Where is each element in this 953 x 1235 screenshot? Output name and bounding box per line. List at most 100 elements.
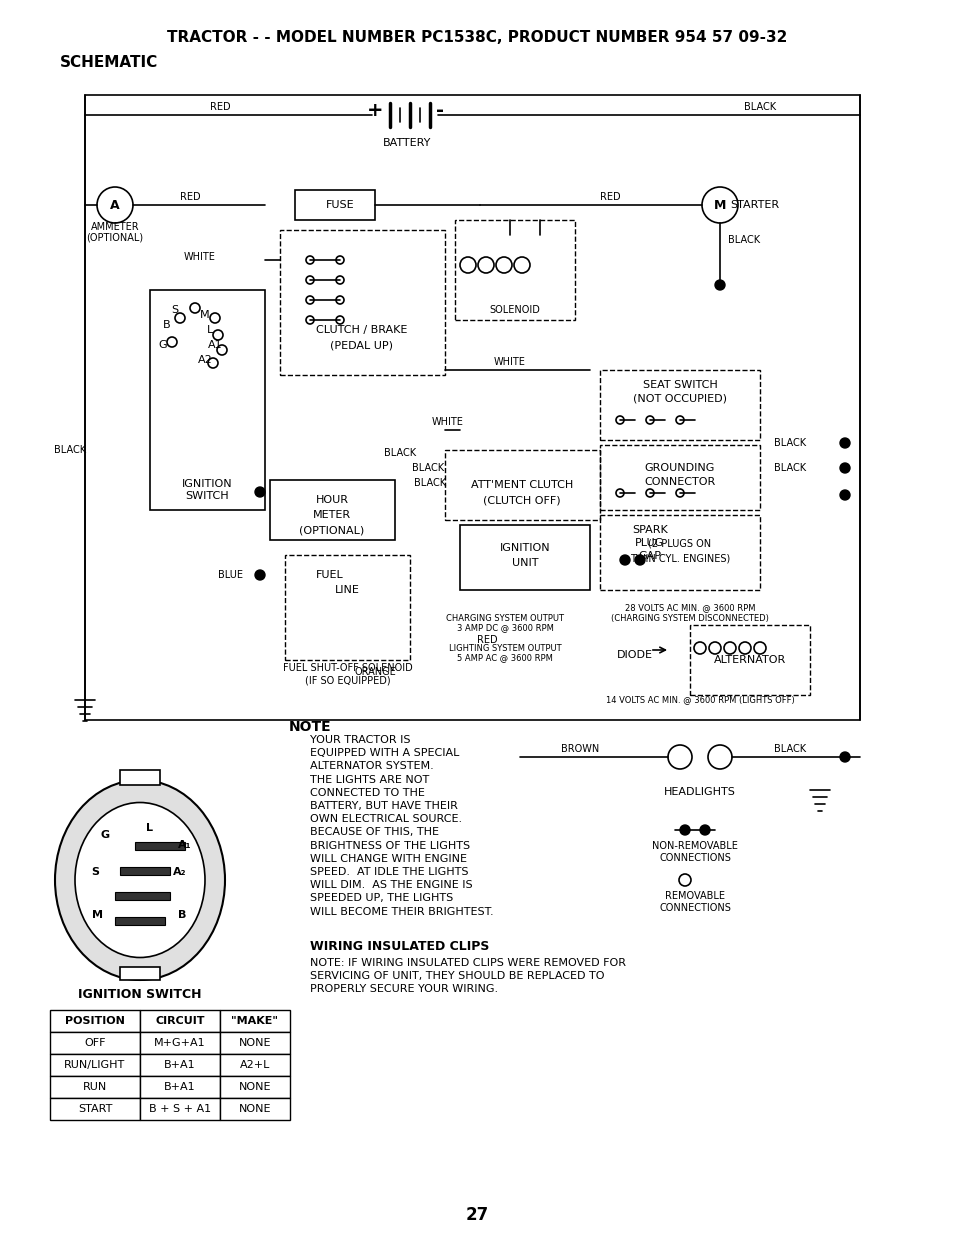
Bar [85, 95, 859, 720]
Text: NONE: NONE [238, 1037, 271, 1049]
Circle shape [700, 825, 709, 835]
Bar [294, 190, 375, 220]
Text: FUSE: FUSE [325, 200, 354, 210]
Circle shape [335, 256, 344, 264]
Text: M+G+A1: M+G+A1 [154, 1037, 206, 1049]
Text: 28 VOLTS AC MIN. @ 3600 RPM: 28 VOLTS AC MIN. @ 3600 RPM [624, 604, 755, 613]
Bar [270, 480, 395, 540]
Bar [140, 1010, 220, 1032]
Circle shape [210, 312, 220, 324]
Text: NON-REMOVABLE
CONNECTIONS: NON-REMOVABLE CONNECTIONS [652, 841, 738, 863]
Text: AMMETER: AMMETER [91, 222, 139, 232]
Text: RUN: RUN [83, 1082, 107, 1092]
Circle shape [840, 463, 849, 473]
Text: (2 PLUGS ON: (2 PLUGS ON [648, 538, 711, 548]
Circle shape [701, 186, 738, 224]
Text: TWIN CYL. ENGINES): TWIN CYL. ENGINES) [629, 553, 729, 563]
Bar [140, 1076, 220, 1098]
Text: (NOT OCCUPIED): (NOT OCCUPIED) [633, 393, 726, 403]
Bar [220, 1098, 290, 1120]
Bar [444, 450, 599, 520]
Text: B: B [177, 910, 186, 920]
Bar [115, 892, 170, 900]
Text: ATT'MENT CLUTCH: ATT'MENT CLUTCH [471, 480, 573, 490]
Text: NOTE: IF WIRING INSULATED CLIPS WERE REMOVED FOR
SERVICING OF UNIT, THEY SHOULD : NOTE: IF WIRING INSULATED CLIPS WERE REM… [310, 958, 625, 994]
Circle shape [174, 312, 185, 324]
Text: HOUR: HOUR [315, 495, 348, 505]
Circle shape [306, 296, 314, 304]
Circle shape [679, 825, 689, 835]
Text: B + S + A1: B + S + A1 [149, 1104, 211, 1114]
Circle shape [723, 642, 735, 655]
Ellipse shape [75, 803, 205, 957]
Circle shape [208, 358, 218, 368]
Text: BLACK: BLACK [54, 445, 86, 454]
Text: TRACTOR - - MODEL NUMBER PC1538C, PRODUCT NUMBER 954 57 09-32: TRACTOR - - MODEL NUMBER PC1538C, PRODUC… [167, 30, 786, 44]
Text: L: L [147, 823, 153, 832]
Text: G: G [158, 340, 167, 350]
Circle shape [97, 186, 132, 224]
Circle shape [254, 571, 265, 580]
Bar [120, 769, 160, 785]
Text: SEAT SWITCH: SEAT SWITCH [642, 380, 717, 390]
Text: B: B [163, 320, 171, 330]
Circle shape [667, 745, 691, 769]
Text: IGNITION: IGNITION [499, 543, 550, 553]
Text: +: + [366, 100, 383, 120]
Text: UNIT: UNIT [511, 558, 537, 568]
Text: L: L [207, 325, 213, 335]
Text: BLACK: BLACK [383, 448, 416, 458]
Circle shape [477, 257, 494, 273]
Text: ORANGE: ORANGE [354, 667, 395, 677]
Text: (CHARGING SYSTEM DISCONNECTED): (CHARGING SYSTEM DISCONNECTED) [611, 614, 768, 622]
Text: PLUG: PLUG [635, 538, 664, 548]
Text: NOTE: NOTE [289, 720, 331, 734]
Circle shape [254, 487, 265, 496]
Bar [115, 918, 165, 925]
Circle shape [306, 256, 314, 264]
Text: IGNITION
SWITCH: IGNITION SWITCH [181, 479, 233, 501]
Bar [599, 370, 760, 440]
Bar [455, 220, 575, 320]
Bar [285, 555, 410, 659]
Text: A2: A2 [197, 354, 213, 366]
Text: GAP: GAP [638, 551, 660, 561]
Text: A1: A1 [208, 340, 222, 350]
Circle shape [306, 275, 314, 284]
Bar [150, 290, 265, 510]
Text: POSITION: POSITION [65, 1016, 125, 1026]
Text: GROUNDING: GROUNDING [644, 463, 715, 473]
Bar [135, 842, 185, 850]
Text: M: M [200, 310, 210, 320]
Bar [599, 445, 760, 510]
Text: (IF SO EQUIPPED): (IF SO EQUIPPED) [305, 676, 391, 685]
Text: BLUE: BLUE [218, 571, 243, 580]
Circle shape [216, 345, 227, 354]
Text: B+A1: B+A1 [164, 1060, 195, 1070]
Bar [220, 1032, 290, 1053]
Text: 3 AMP DC @ 3600 RPM: 3 AMP DC @ 3600 RPM [456, 624, 553, 632]
Circle shape [707, 745, 731, 769]
Circle shape [635, 555, 644, 564]
Text: DIODE: DIODE [617, 650, 652, 659]
Bar [599, 515, 760, 590]
Bar [140, 1098, 220, 1120]
Bar [459, 525, 589, 590]
Circle shape [840, 438, 849, 448]
Circle shape [840, 490, 849, 500]
Text: BLACK: BLACK [773, 438, 805, 448]
Circle shape [676, 489, 683, 496]
Circle shape [619, 555, 629, 564]
Text: S: S [91, 867, 99, 877]
Circle shape [306, 316, 314, 324]
Circle shape [335, 296, 344, 304]
Text: (OPTIONAL): (OPTIONAL) [87, 232, 143, 242]
Text: A: A [111, 199, 120, 211]
Circle shape [459, 257, 476, 273]
Circle shape [714, 280, 724, 290]
Text: WHITE: WHITE [432, 417, 463, 427]
Text: G: G [100, 830, 110, 840]
Circle shape [167, 337, 177, 347]
Circle shape [190, 303, 200, 312]
Circle shape [708, 642, 720, 655]
